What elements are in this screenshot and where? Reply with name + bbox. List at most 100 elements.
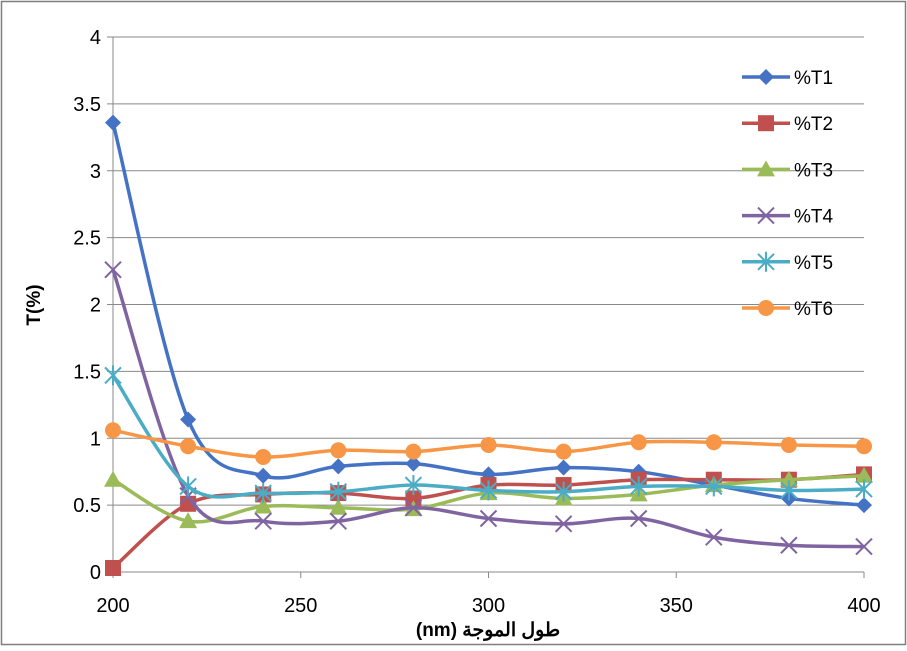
legend-t2: %T2 [742,114,833,135]
series-t4-line [111,269,865,549]
legend-t4-label: %T4 [794,207,834,228]
x-tick-label: 250 [284,595,317,617]
series-t4-point [554,515,573,533]
legend-t3: %T3 [742,160,833,181]
y-tick-label: 3 [90,161,101,183]
series-t2-point [105,559,121,576]
series-t6-point [330,442,347,459]
y-tick-label: 4 [90,27,101,49]
series-lines [104,114,873,576]
series-t3-point [779,470,798,487]
series-t5-point [554,481,573,502]
legend-t3-label: %T3 [794,160,833,181]
series-t4-point [705,528,723,546]
series-t4-point [329,512,348,530]
legend-t5-marker [757,251,775,272]
series-t4-point [855,537,873,556]
series-t6-point [255,448,272,465]
marker-stroke [329,512,348,530]
series-t5-point [179,476,197,497]
legend-t2-marker [758,115,774,132]
series-t3-point [329,498,348,515]
x-axis-title: طول الموجة (nm) [416,620,560,641]
series-t5-line [111,374,865,499]
series-t5-point [104,365,122,386]
series-t3-point [104,470,122,487]
x-tick-label: 400 [847,595,880,617]
series-t3-point [254,497,273,514]
legend-t1-label: %T1 [794,68,833,89]
series-t6 [105,422,872,465]
x-tick-label: 350 [660,595,693,617]
marker-stroke [855,537,873,556]
series-t1-point [555,459,572,476]
y-tick-labels: 0 0.5 1 1.5 2 2.5 3 3.5 4 [73,27,101,584]
series-t6-point [630,434,647,451]
series-t1-point [330,458,347,475]
marker-stroke [757,206,775,225]
series-t4-point [780,536,798,554]
legend: %T1 %T2 %T3 %T4 %T5 %T6 [742,68,834,320]
series-t5-point [404,475,423,496]
marker-stroke [629,509,648,528]
legend-t6-marker [758,300,774,316]
series-t6-point [555,443,572,460]
series-t1-point [105,114,121,131]
series-t3-point [855,466,873,483]
marker-stroke [479,509,498,528]
y-tick-label: 2.5 [73,228,101,250]
grid-lines [113,36,864,506]
y-axis-title: T(%) [24,284,45,325]
series-t6-point [480,436,497,453]
series-t1-point [255,467,272,484]
x-tick-labels: 200 250 300 350 400 [96,595,880,617]
y-tick-label: 1 [90,428,101,450]
y-tick-label: 3.5 [73,94,101,116]
series-t6-point [180,438,197,455]
series-t6-point [405,443,422,460]
series-t1-point [856,497,872,514]
legend-t5: %T5 [742,251,833,274]
series-t3-point [179,512,198,529]
marker-stroke [404,499,423,517]
y-tick-label: 0 [90,562,101,584]
y-tick-label: 2 [90,295,101,317]
series-t1-point [405,455,422,472]
legend-t3-marker [757,160,775,177]
series-t5-point [705,476,723,497]
series-t6-point [780,436,797,453]
series-t4-point [404,499,423,517]
series-t1-point [180,411,197,428]
series-t5-point [629,476,648,497]
y-tick-label: 0.5 [73,495,101,517]
series-t4-point [479,509,498,528]
marker-stroke [554,515,573,533]
legend-t2-label: %T2 [794,114,833,135]
series-t6-point [705,434,722,451]
series-t4-point [104,261,122,279]
x-tick-label: 300 [472,595,505,617]
legend-t6-label: %T6 [794,299,833,320]
series-t6-point [105,422,121,439]
marker-stroke [104,261,122,279]
series-t4-point [254,512,272,530]
series-t5-point [855,479,873,500]
legend-t4: %T4 [742,207,834,228]
x-tick-label: 200 [96,595,129,617]
series-t5-point [780,480,798,501]
marker-stroke [780,536,798,554]
series-t6-point [856,438,872,455]
marker-stroke [705,528,723,546]
series-t5 [104,365,873,504]
y-tick-label: 1.5 [73,361,101,383]
series-t5-point [329,481,348,502]
series-t5-point [479,480,498,501]
series-t4 [104,261,873,556]
series-t5-point [254,483,272,504]
legend-t6: %T6 [742,299,833,320]
legend-t1: %T1 [742,68,833,89]
marker-stroke [254,512,272,530]
